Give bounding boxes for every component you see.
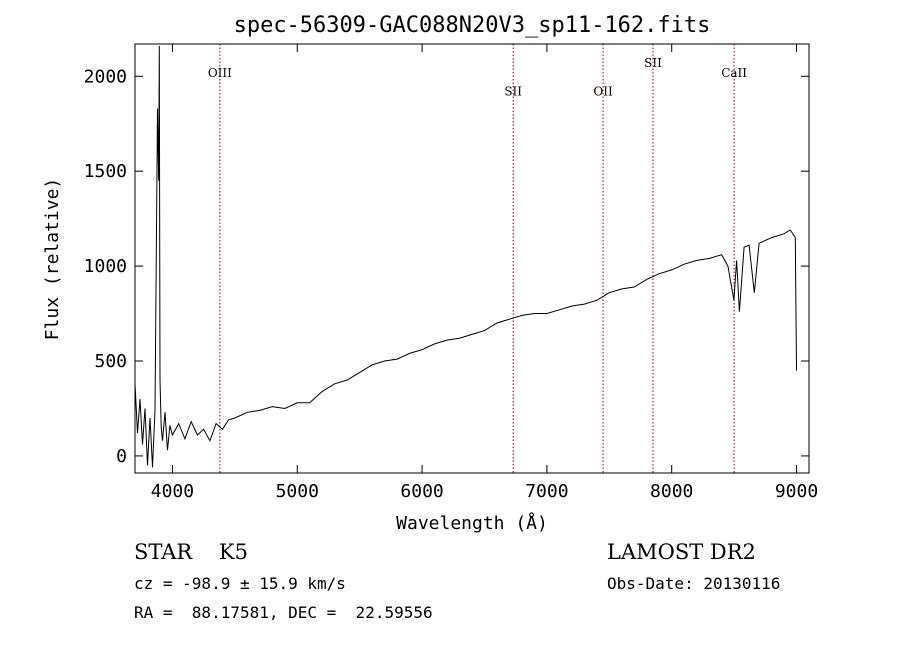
marker-label-4: CaII xyxy=(721,66,747,80)
plot-frame xyxy=(134,43,810,474)
redshift-readout: cz = -98.9 ± 15.9 km/s xyxy=(134,574,346,593)
y-tick-label-0: 0 xyxy=(116,446,127,467)
spectrum-series xyxy=(134,45,797,468)
x-tick-label-0: 4000 xyxy=(151,481,194,502)
y-tick-label-2: 1000 xyxy=(84,256,127,277)
spectrum-line-0 xyxy=(134,45,797,468)
y-tick-label-4: 2000 xyxy=(84,66,127,87)
marker-label-0: OIII xyxy=(208,66,232,80)
x-tick-label-2: 6000 xyxy=(400,481,443,502)
y-tick-label-3: 1500 xyxy=(84,161,127,182)
object-class: STAR K5 xyxy=(134,540,248,564)
x-tick-label-5: 9000 xyxy=(775,481,818,502)
x-tick-label-3: 7000 xyxy=(525,481,568,502)
axis-ticks: 4000 5000 6000 7000 8000 9000 0 500 1000 1500 2000 xyxy=(84,44,818,502)
emission-line-markers: OIII SII OII SII CaII xyxy=(208,44,747,473)
y-axis-label: Flux (relative) xyxy=(42,178,63,341)
survey-name: LAMOST DR2 xyxy=(607,540,756,564)
observation-date: Obs-Date: 20130116 xyxy=(607,574,781,593)
y-tick-label-1: 500 xyxy=(94,351,127,372)
chart-title: spec-56309-GAC088N20V3_sp11-162.fits xyxy=(234,13,711,38)
x-tick-label-1: 5000 xyxy=(276,481,319,502)
marker-label-1: SII xyxy=(504,84,522,98)
marker-label-3: SII xyxy=(644,56,662,70)
x-tick-label-4: 8000 xyxy=(650,481,693,502)
x-axis-label: Wavelength (Å) xyxy=(396,512,548,534)
marker-label-2: OII xyxy=(593,84,613,98)
coordinates-readout: RA = 88.17581, DEC = 22.59556 xyxy=(134,603,433,622)
